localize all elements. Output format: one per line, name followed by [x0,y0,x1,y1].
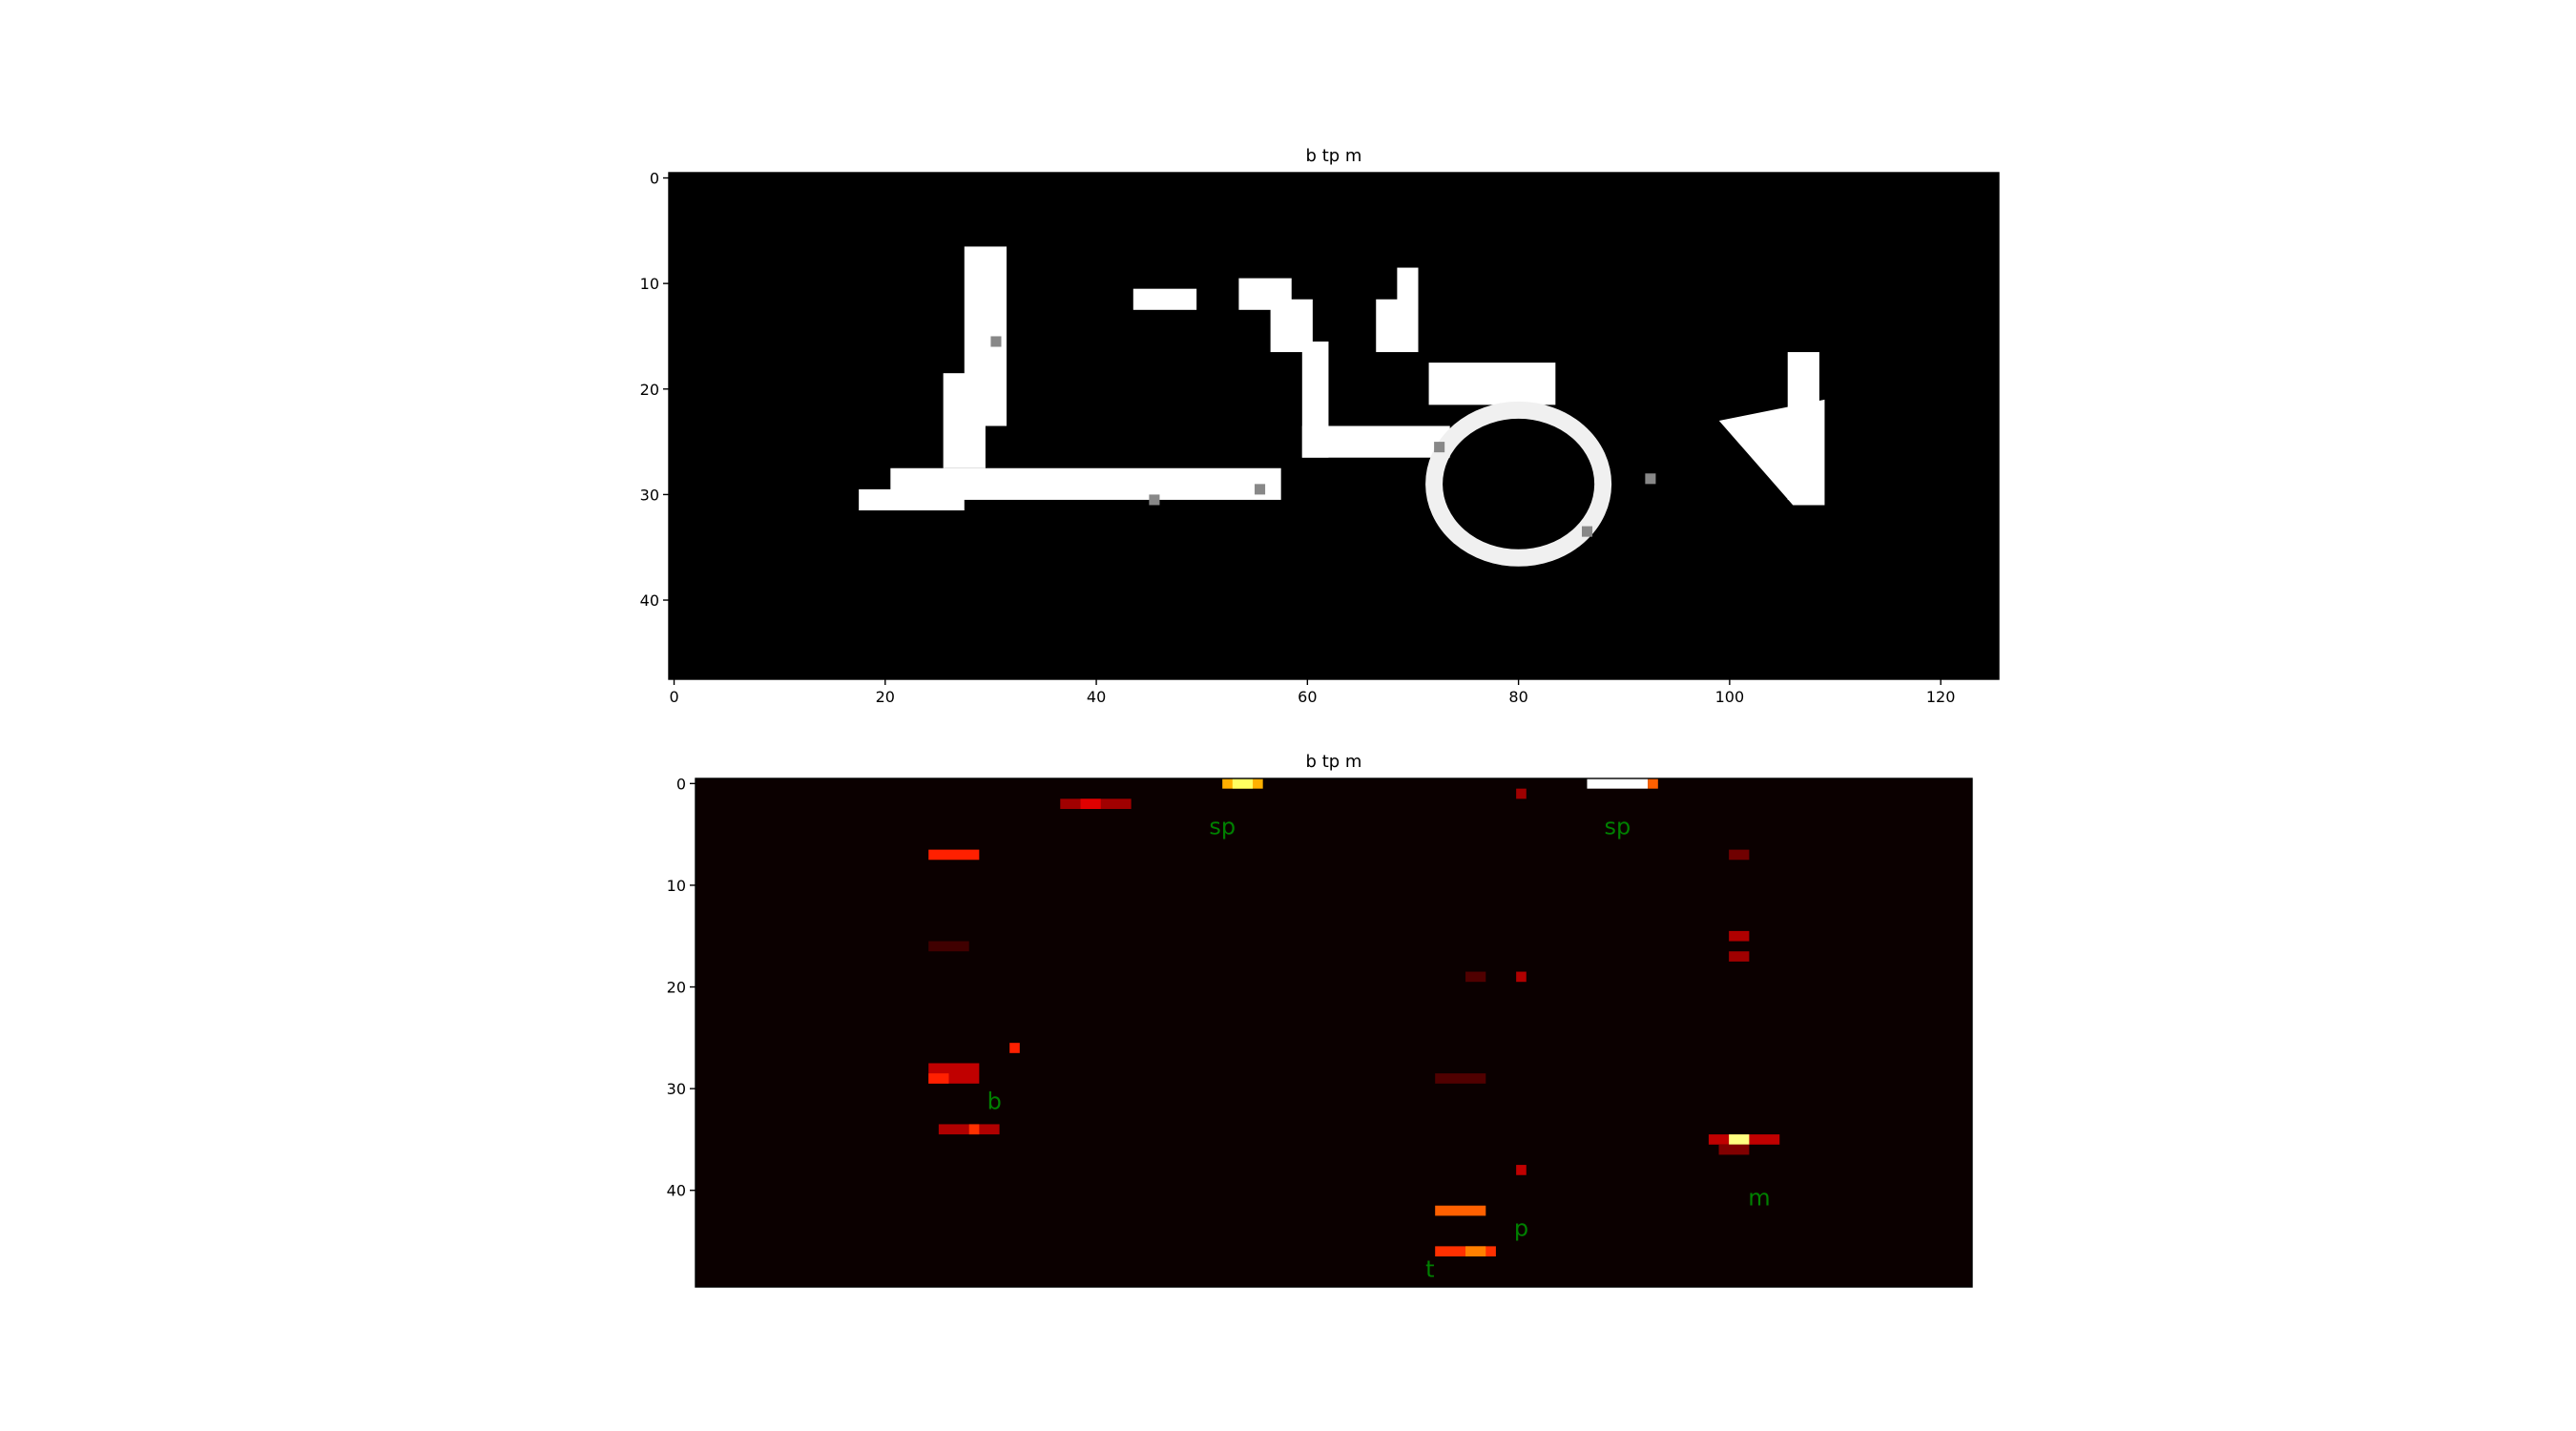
axes-frame [668,172,2000,680]
heatmap-cells [1465,971,1486,983]
heatmap-cells [938,1124,1000,1135]
heatmap-cells [1729,849,1750,861]
heatmap-cells [1718,1144,1750,1155]
image-pixels [1149,494,1160,506]
heatmap-cells [1729,1134,1750,1145]
y-tick-label: 0 [650,170,659,188]
x-tick-label: 0 [669,688,678,706]
heatmap-cells [1587,778,1649,789]
x-tick-label: 60 [1298,688,1317,706]
y-tick-label: 40 [667,1182,686,1200]
chart-title: b tp m [1306,146,1362,166]
y-tick-label: 10 [640,275,659,293]
y-tick-label: 30 [667,1080,686,1098]
image-pixels [859,488,965,510]
annotation: t [1425,1255,1434,1282]
heatmap-cells [928,849,980,861]
annotation: b [987,1088,1002,1114]
image-pixels [1255,484,1266,495]
heatmap-cells [1465,1246,1486,1257]
heatmap-axes: sp sp b m p t b tp m 0 10 20 30 40 [667,752,1973,1288]
x-tick-label: 80 [1508,688,1527,706]
annotation: sp [1604,814,1631,840]
heatmap-cells [1648,778,1658,789]
heatmap-cells [1516,788,1527,799]
heatmap-cells [1516,971,1527,983]
heatmap-cells [1729,951,1750,962]
heatmap-cells [1080,798,1101,809]
y-tick-label: 40 [640,591,659,610]
image-pixels [1425,401,1612,567]
heatmap-cells [1232,778,1254,789]
y-tick-label: 10 [667,877,686,895]
y-tick-label: 30 [640,486,659,504]
x-tick-label: 20 [876,688,895,706]
heatmap-cells [1435,1073,1486,1084]
image-pixels [1428,363,1556,405]
x-tick-label: 40 [1087,688,1106,706]
y-tick-label: 0 [676,775,686,793]
annotation: p [1514,1215,1528,1242]
x-tick-label: 120 [1926,688,1956,706]
heatmap-cells [1516,1165,1527,1175]
image-pixels [1645,473,1656,485]
y-tick-label: 20 [667,979,686,997]
x-tick-label: 100 [1715,688,1745,706]
image-pixels [1397,267,1419,310]
heatmap-cells [928,1073,949,1084]
heatmap-cells [1435,1205,1486,1216]
heatmap-cells [968,1124,980,1135]
image-pixels [1581,526,1593,537]
plot-background [696,778,1972,1287]
image-pixels [1301,425,1450,458]
image-pixels [1132,288,1197,310]
heatmap-cells [1729,930,1750,942]
image-pixels [990,336,1002,347]
y-tick-label: 20 [640,381,659,399]
axes-frame [695,778,1973,1288]
image-pixels [943,373,986,468]
annotation: m [1748,1185,1770,1212]
chart-title: b tp m [1306,752,1362,772]
heatmap-cells [1009,1043,1020,1053]
image-pixels [1434,442,1445,453]
annotation: sp [1209,814,1236,840]
image-axes: b tp m 0 10 20 30 40 0 20 40 60 80 100 120 [640,146,2000,706]
heatmap-cells [928,941,969,952]
image-pixels [1787,352,1819,500]
